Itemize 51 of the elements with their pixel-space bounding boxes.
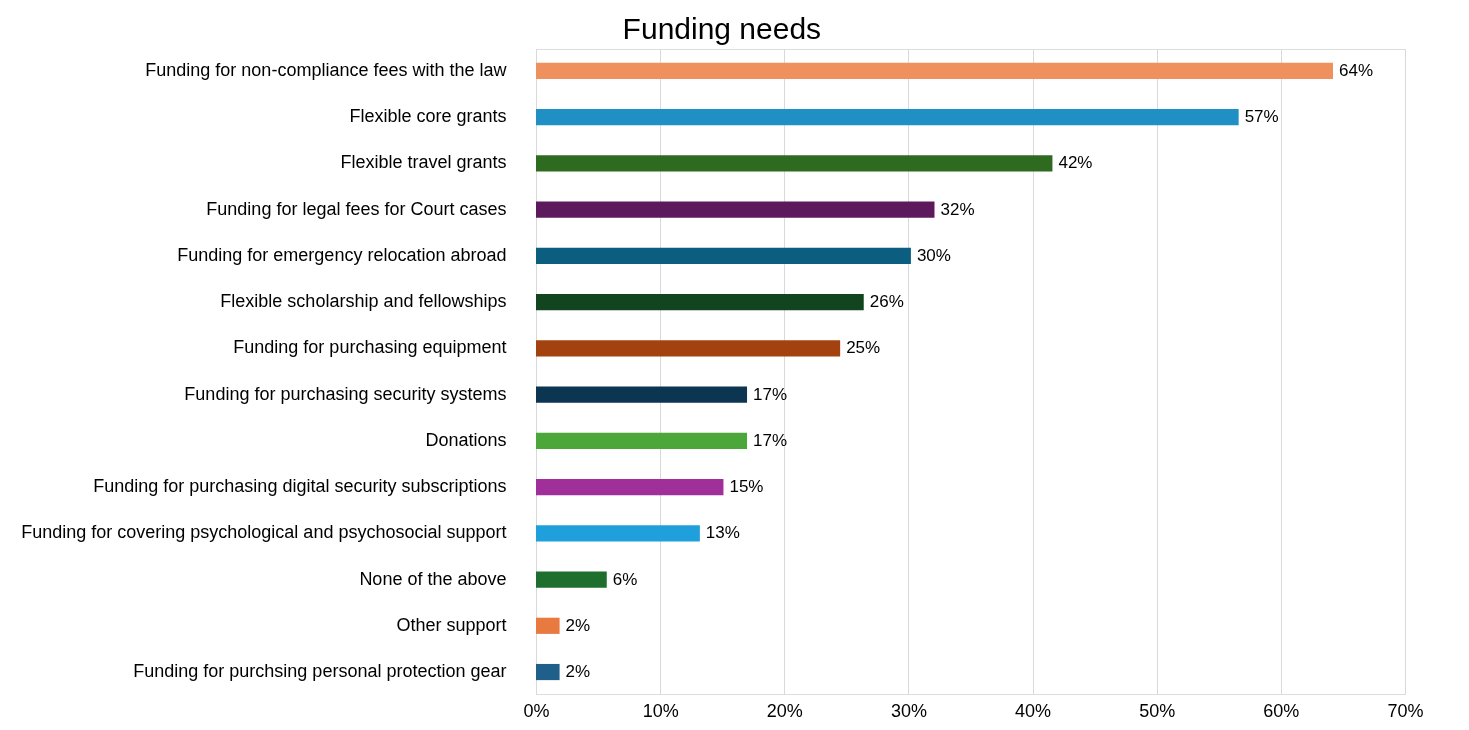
bar bbox=[536, 247, 911, 264]
x-tick-label: 60% bbox=[1263, 700, 1300, 721]
y-tick-label: Flexible scholarship and fellowships bbox=[220, 291, 507, 312]
data-label: 42% bbox=[1058, 153, 1093, 173]
bar bbox=[536, 432, 748, 449]
bar bbox=[536, 340, 841, 357]
y-tick-label: Flexible travel grants bbox=[340, 152, 507, 173]
data-label: 13% bbox=[705, 523, 740, 543]
data-label: 15% bbox=[729, 477, 764, 497]
x-tick-label: 20% bbox=[766, 700, 803, 721]
bar bbox=[536, 386, 748, 403]
y-tick-label: Funding for purchasing equipment bbox=[233, 337, 507, 358]
data-label: 32% bbox=[940, 199, 975, 219]
y-tick-label: Flexible core grants bbox=[349, 106, 507, 127]
data-label: 25% bbox=[846, 338, 881, 358]
y-tick-label: Other support bbox=[396, 614, 507, 635]
y-tick-label: Funding for purchasing security systems bbox=[184, 383, 507, 404]
y-tick-label: Funding for purchsing personal protection gear bbox=[133, 661, 507, 682]
bar bbox=[536, 525, 700, 542]
x-tick-label: 50% bbox=[1139, 700, 1176, 721]
chart-title: Funding needs bbox=[622, 12, 822, 45]
y-tick-label: None of the above bbox=[359, 568, 507, 589]
data-label: 17% bbox=[753, 430, 788, 450]
bar bbox=[536, 571, 607, 588]
y-tick-label: Funding for purchasing digital security subscriptions bbox=[93, 476, 507, 497]
x-tick-label: 0% bbox=[523, 700, 550, 721]
x-tick-label: 40% bbox=[1015, 700, 1052, 721]
x-tick-label: 10% bbox=[642, 700, 679, 721]
data-label: 64% bbox=[1339, 60, 1374, 80]
data-label: 2% bbox=[565, 615, 591, 635]
y-tick-label: Funding for legal fees for Court cases bbox=[206, 198, 507, 219]
bar bbox=[536, 294, 864, 311]
y-tick-label: Funding for emergency relocation abroad bbox=[177, 244, 507, 265]
data-label: 2% bbox=[565, 662, 591, 682]
bar bbox=[536, 201, 935, 218]
bar bbox=[536, 479, 724, 496]
data-label: 57% bbox=[1244, 107, 1279, 127]
x-tick-label: 30% bbox=[890, 700, 927, 721]
bar bbox=[536, 155, 1053, 172]
bar bbox=[536, 617, 560, 634]
bar bbox=[536, 62, 1333, 80]
bar bbox=[536, 109, 1239, 126]
data-label: 6% bbox=[612, 569, 638, 589]
y-tick-label: Donations bbox=[425, 429, 507, 450]
data-label: 26% bbox=[869, 292, 904, 312]
data-label: 17% bbox=[753, 384, 788, 404]
bar bbox=[536, 663, 560, 681]
y-tick-label: Funding for non-compliance fees with the law bbox=[145, 59, 508, 80]
y-tick-label: Funding for covering psychological and psychosocial support bbox=[21, 522, 507, 543]
x-tick-label: 70% bbox=[1387, 700, 1424, 721]
data-label: 30% bbox=[916, 245, 951, 265]
